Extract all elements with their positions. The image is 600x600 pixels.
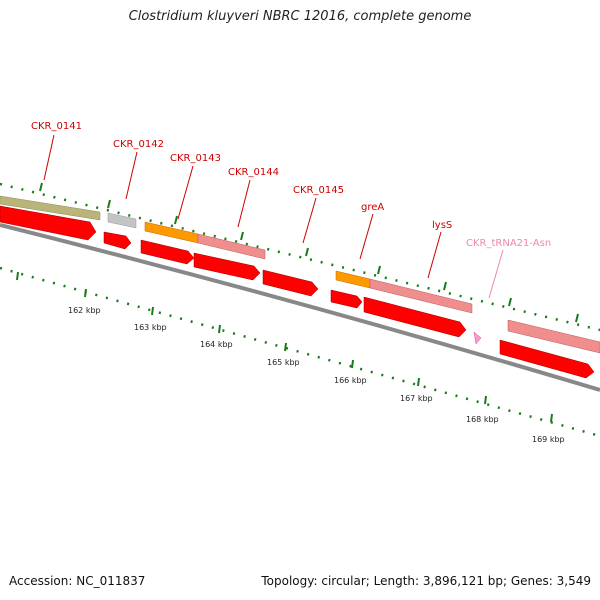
ruler-label-164: 164 kbp	[200, 340, 233, 349]
gene-bar-right	[507, 319, 600, 354]
ruler-label-162: 162 kbp	[68, 306, 101, 315]
gene-label-ckr-0141: CKR_0141	[31, 121, 82, 132]
gene-bar-ckr-0144	[197, 233, 266, 260]
ruler-major-ticks	[16, 182, 579, 423]
cds-arrow-1	[0, 205, 97, 241]
genome-stats-text: Topology: circular; Length: 3,896,121 bp…	[261, 574, 591, 588]
cds-arrow-6	[330, 289, 363, 309]
gene-label-lyss: lysS	[432, 220, 452, 231]
backbone	[0, 223, 600, 392]
cds-arrow-7	[363, 296, 467, 338]
cds-arrow-2	[103, 231, 132, 250]
gene-label-ckr-0145: CKR_0145	[293, 185, 344, 196]
label-leader-trna	[488, 249, 504, 299]
gene-label-ckr-0143: CKR_0143	[170, 153, 221, 164]
gene-bar-ckr-0141	[0, 195, 101, 221]
cds-arrow-8	[499, 339, 595, 379]
gene-label-grea: greA	[361, 202, 384, 213]
label-leaders	[43, 134, 442, 279]
trna-arrow	[473, 331, 482, 345]
gene-label-ckr-trna21-asn: CKR_tRNA21-Asn	[466, 238, 551, 249]
gene-bar-lyss	[369, 278, 473, 314]
accession-text: Accession: NC_011837	[9, 574, 146, 588]
ruler-label-165: 165 kbp	[267, 358, 300, 367]
map-title: Clostridium kluyveri NBRC 12016, complet…	[128, 9, 472, 24]
outer-ruler	[0, 182, 600, 332]
cds-arrow-5	[262, 269, 319, 297]
ruler-label-169: 169 kbp	[532, 435, 565, 444]
ruler-label-166: 166 kbp	[334, 376, 367, 385]
ruler-label-168: 168 kbp	[466, 415, 499, 424]
ruler-label-163: 163 kbp	[134, 323, 167, 332]
gene-label-ckr-0142: CKR_0142	[113, 139, 164, 150]
cds-arrow-4	[193, 252, 261, 281]
gene-label-ckr-0144: CKR_0144	[228, 167, 279, 178]
ruler-label-167: 167 kbp	[400, 394, 433, 403]
gene-bar-ckr-0142	[107, 212, 137, 229]
cds-arrow-3	[140, 239, 195, 265]
